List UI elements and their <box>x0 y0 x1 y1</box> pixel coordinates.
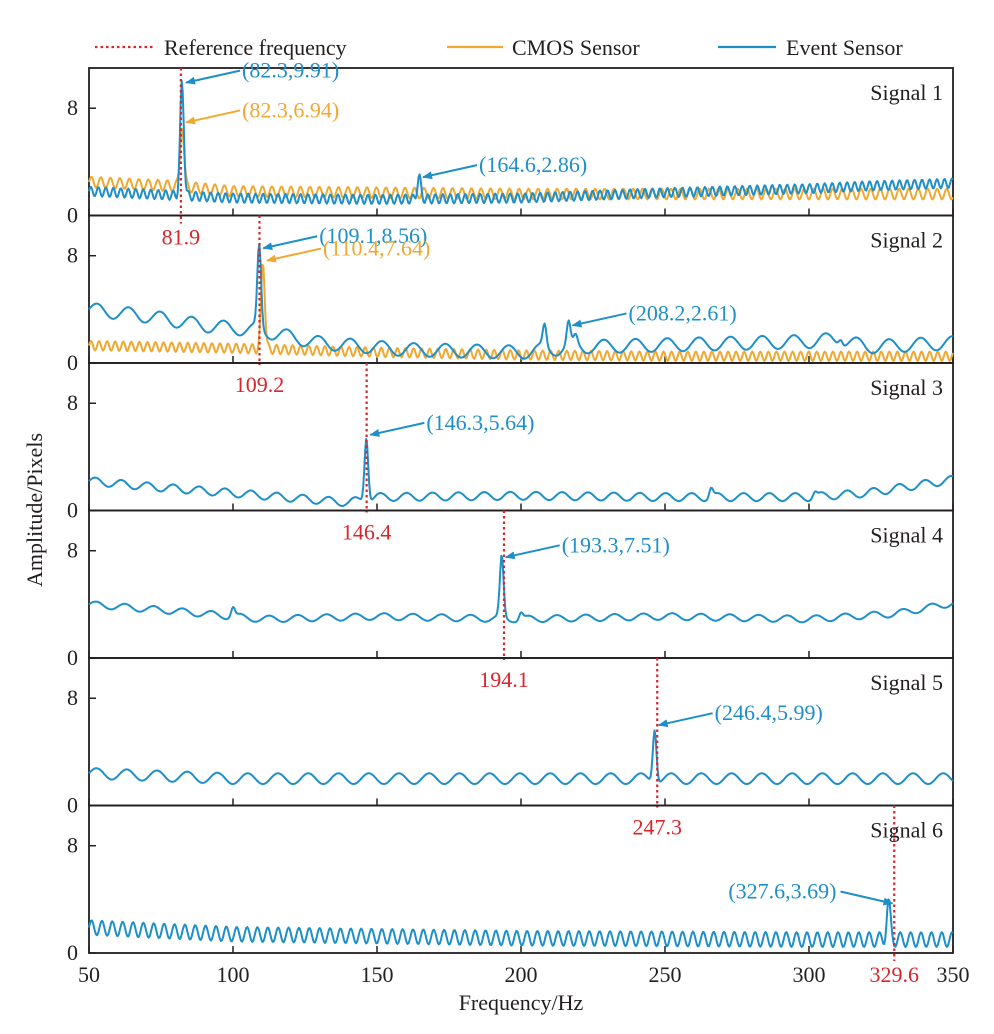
x-axis-title: Frequency/Hz <box>459 990 584 1015</box>
event-series <box>88 242 953 360</box>
annotation-label: (327.6,3.69) <box>728 879 836 904</box>
panel-label: Signal 2 <box>870 228 943 253</box>
y-tick-label: 8 <box>67 390 78 415</box>
reference-label: 81.9 <box>162 225 201 250</box>
annotation-label: (109.1,8.56) <box>319 223 427 248</box>
panel-label: Signal 3 <box>870 375 943 400</box>
annotation-arrow <box>657 712 713 728</box>
annotation-arrow <box>262 235 318 251</box>
y-tick-label: 0 <box>67 645 78 670</box>
reference-label: 146.4 <box>342 520 392 545</box>
panels: 0 8 81.9 Signal 1 (82.3,9.91) (82.3,6.94) (164… <box>67 58 954 987</box>
panel-frame <box>88 362 954 512</box>
y-tick-label: 8 <box>67 833 78 858</box>
annotation-label: (164.6,2.86) <box>479 152 587 177</box>
annotation-label: (146.3,5.64) <box>426 410 534 435</box>
y-axis-title: Amplitude/Pixels <box>22 433 47 587</box>
y-tick-label: 8 <box>67 538 78 563</box>
panel-1: 0 8 81.9 Signal 1 (82.3,9.91) (82.3,6.94) (164… <box>67 58 954 250</box>
panel-label: Signal 5 <box>870 670 943 695</box>
reference-label: 329.6 <box>869 962 919 987</box>
x-tick-label: 200 <box>505 962 538 987</box>
panel-6: 0 8 329.6 Signal 6 (327.6,3.69) <box>67 804 954 987</box>
annotation-arrow <box>185 109 241 125</box>
panel-2: 0 8 109.2 Signal 2 (109.1,8.56)(110.4,7.64) (… <box>67 214 954 397</box>
y-tick-label: 8 <box>67 243 78 268</box>
event-series <box>88 554 954 624</box>
x-tick-label: 150 <box>361 962 394 987</box>
reference-label: 247.3 <box>632 815 682 840</box>
legend-cmos-label: CMOS Sensor <box>512 35 640 60</box>
panel-label: Signal 1 <box>870 80 943 105</box>
annotation-label: (110.4,7.64) <box>323 236 430 261</box>
panel-label: Signal 4 <box>870 523 943 548</box>
panel-3: 0 8 146.4 Signal 3 (146.3,5.64) <box>67 362 954 545</box>
x-tick-label: 50 <box>78 962 100 987</box>
annotation-label: (82.3,9.91) <box>242 58 339 83</box>
annotation-label: (246.4,5.99) <box>715 700 823 725</box>
event-series <box>88 79 954 205</box>
annotation-arrow <box>265 247 322 263</box>
y-tick-label: 0 <box>67 793 78 818</box>
legend-event-label: Event Sensor <box>786 35 903 60</box>
reference-label: 194.1 <box>479 667 529 692</box>
annotation-label: (82.3,6.94) <box>242 97 339 122</box>
annotation-arrow <box>504 544 560 560</box>
reference-label: 109.2 <box>235 372 285 397</box>
event-series <box>88 729 954 785</box>
panel-frame <box>88 509 954 659</box>
annotation-arrow <box>422 164 478 180</box>
cmos-series <box>88 127 954 201</box>
x-tick-label: 250 <box>649 962 682 987</box>
annotation-arrow <box>369 421 425 437</box>
x-tick-label: 100 <box>217 962 250 987</box>
x-tick-label: 350 <box>937 962 970 987</box>
x-tick-label: 300 <box>793 962 826 987</box>
panel-frame <box>88 214 954 364</box>
annotation-arrow <box>571 312 627 328</box>
annotation-arrow <box>840 890 894 906</box>
y-tick-label: 8 <box>67 685 78 710</box>
panel-label: Signal 6 <box>870 818 943 843</box>
annotation-label: (193.3,7.51) <box>562 532 670 557</box>
legend-reference-label: Reference frequency <box>164 35 347 60</box>
annotation-label: (208.2,2.61) <box>629 300 737 325</box>
y-tick-label: 0 <box>67 498 78 523</box>
y-tick-label: 0 <box>67 350 78 375</box>
panel-4: 0 8 194.1 Signal 4 (193.3,7.51) <box>67 509 954 692</box>
y-tick-label: 0 <box>67 940 78 965</box>
y-tick-label: 0 <box>67 203 78 228</box>
legend: Reference frequency CMOS Sensor Event Se… <box>95 35 903 60</box>
x-axis: 50 100 150 200 250 300 350 <box>78 962 970 987</box>
y-tick-label: 8 <box>67 95 78 120</box>
cmos-series <box>88 263 954 362</box>
event-series <box>88 437 954 507</box>
annotation-arrow <box>185 69 241 85</box>
event-series <box>88 898 954 948</box>
